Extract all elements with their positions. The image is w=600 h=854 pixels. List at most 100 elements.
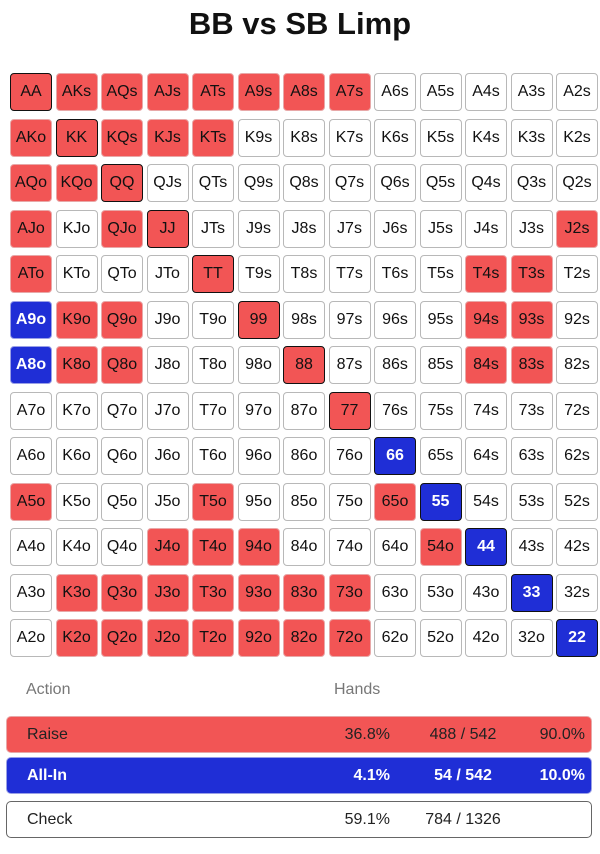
- hand-cell[interactable]: T5s: [419, 255, 462, 293]
- hand-cell[interactable]: Q9s: [237, 164, 280, 202]
- hand-cell[interactable]: Q4o: [101, 528, 143, 566]
- hand-cell[interactable]: 42s: [556, 528, 598, 566]
- hand-cell[interactable]: 84s: [465, 346, 507, 384]
- hand-cell[interactable]: K9s: [237, 118, 280, 157]
- hand-cell[interactable]: QTo: [101, 255, 143, 293]
- hand-cell[interactable]: A5s: [419, 73, 462, 111]
- hand-cell[interactable]: Q7s: [328, 164, 371, 202]
- hand-cell[interactable]: 97s: [328, 300, 371, 339]
- hand-cell[interactable]: K4o: [55, 528, 98, 566]
- hand-cell[interactable]: KJs: [146, 118, 189, 157]
- hand-cell[interactable]: AA: [10, 73, 52, 111]
- hand-cell[interactable]: 85o: [283, 482, 325, 521]
- hand-cell[interactable]: QJo: [101, 209, 143, 248]
- hand-cell[interactable]: Q8s: [283, 164, 325, 202]
- hand-cell[interactable]: A5o: [10, 482, 52, 521]
- hand-cell[interactable]: T8s: [283, 255, 325, 293]
- hand-cell[interactable]: J4s: [465, 209, 507, 248]
- hand-cell[interactable]: 64o: [374, 528, 416, 566]
- hand-cell[interactable]: K8o: [55, 346, 98, 384]
- hand-cell[interactable]: K7o: [55, 391, 98, 430]
- action-row-raise[interactable]: Raise 36.8% 488 / 542 90.0%: [6, 716, 592, 753]
- hand-cell[interactable]: Q2s: [556, 164, 598, 202]
- hand-cell[interactable]: K5o: [55, 482, 98, 521]
- hand-cell[interactable]: Q7o: [101, 391, 143, 430]
- hand-cell[interactable]: A8o: [10, 346, 52, 384]
- hand-cell[interactable]: 62s: [556, 437, 598, 475]
- hand-cell[interactable]: T7o: [192, 391, 234, 430]
- hand-cell[interactable]: 52o: [419, 619, 462, 657]
- hand-cell[interactable]: J4o: [146, 528, 189, 566]
- hand-cell[interactable]: AKs: [55, 73, 98, 111]
- hand-cell[interactable]: A4o: [10, 528, 52, 566]
- hand-cell[interactable]: TT: [192, 255, 234, 293]
- hand-cell[interactable]: 66: [374, 437, 416, 475]
- hand-cell[interactable]: Q8o: [101, 346, 143, 384]
- hand-cell[interactable]: JTo: [146, 255, 189, 293]
- hand-cell[interactable]: A6s: [374, 73, 416, 111]
- hand-cell[interactable]: T3o: [192, 573, 234, 612]
- hand-cell[interactable]: 95s: [419, 300, 462, 339]
- hand-cell[interactable]: 43s: [510, 528, 553, 566]
- hand-cell[interactable]: T9s: [237, 255, 280, 293]
- hand-cell[interactable]: T7s: [328, 255, 371, 293]
- hand-cell[interactable]: 32o: [510, 619, 553, 657]
- hand-cell[interactable]: J5s: [419, 209, 462, 248]
- hand-cell[interactable]: K3o: [55, 573, 98, 612]
- hand-cell[interactable]: J5o: [146, 482, 189, 521]
- hand-cell[interactable]: J7o: [146, 391, 189, 430]
- hand-cell[interactable]: Q6s: [374, 164, 416, 202]
- hand-cell[interactable]: 76s: [374, 391, 416, 430]
- hand-cell[interactable]: AQo: [10, 164, 52, 202]
- hand-cell[interactable]: KQs: [101, 118, 143, 157]
- hand-cell[interactable]: Q5s: [419, 164, 462, 202]
- hand-cell[interactable]: T6o: [192, 437, 234, 475]
- hand-cell[interactable]: 53s: [510, 482, 553, 521]
- hand-cell[interactable]: A7o: [10, 391, 52, 430]
- hand-cell[interactable]: T4o: [192, 528, 234, 566]
- hand-cell[interactable]: A6o: [10, 437, 52, 475]
- hand-cell[interactable]: J8o: [146, 346, 189, 384]
- hand-cell[interactable]: AJs: [146, 73, 189, 111]
- hand-cell[interactable]: K5s: [419, 118, 462, 157]
- hand-cell[interactable]: KJo: [55, 209, 98, 248]
- hand-cell[interactable]: J9s: [237, 209, 280, 248]
- hand-cell[interactable]: K7s: [328, 118, 371, 157]
- hand-cell[interactable]: K6s: [374, 118, 416, 157]
- hand-cell[interactable]: T3s: [510, 255, 553, 293]
- hand-cell[interactable]: K9o: [55, 300, 98, 339]
- action-row-allin[interactable]: All-In 4.1% 54 / 542 10.0%: [6, 757, 592, 794]
- hand-cell[interactable]: K3s: [510, 118, 553, 157]
- hand-cell[interactable]: 74o: [328, 528, 371, 566]
- hand-cell[interactable]: ATo: [10, 255, 52, 293]
- hand-cell[interactable]: 85s: [419, 346, 462, 384]
- hand-cell[interactable]: 54o: [419, 528, 462, 566]
- hand-cell[interactable]: 33: [510, 573, 553, 612]
- hand-cell[interactable]: T9o: [192, 300, 234, 339]
- hand-cell[interactable]: J6s: [374, 209, 416, 248]
- hand-cell[interactable]: 73o: [328, 573, 371, 612]
- hand-cell[interactable]: JTs: [192, 209, 234, 248]
- hand-cell[interactable]: T2s: [556, 255, 598, 293]
- hand-cell[interactable]: J3o: [146, 573, 189, 612]
- hand-cell[interactable]: 42o: [465, 619, 507, 657]
- hand-cell[interactable]: 82o: [283, 619, 325, 657]
- hand-cell[interactable]: 72o: [328, 619, 371, 657]
- hand-cell[interactable]: K6o: [55, 437, 98, 475]
- hand-cell[interactable]: K2s: [556, 118, 598, 157]
- hand-cell[interactable]: 32s: [556, 573, 598, 612]
- hand-cell[interactable]: 95o: [237, 482, 280, 521]
- hand-cell[interactable]: 76o: [328, 437, 371, 475]
- hand-cell[interactable]: J7s: [328, 209, 371, 248]
- hand-cell[interactable]: ATs: [192, 73, 234, 111]
- hand-cell[interactable]: AKo: [10, 118, 52, 157]
- hand-cell[interactable]: 72s: [556, 391, 598, 430]
- hand-cell[interactable]: A9o: [10, 300, 52, 339]
- hand-cell[interactable]: A2o: [10, 619, 52, 657]
- hand-cell[interactable]: 75o: [328, 482, 371, 521]
- hand-cell[interactable]: 54s: [465, 482, 507, 521]
- hand-cell[interactable]: 53o: [419, 573, 462, 612]
- hand-cell[interactable]: AJo: [10, 209, 52, 248]
- hand-cell[interactable]: 74s: [465, 391, 507, 430]
- hand-cell[interactable]: KQo: [55, 164, 98, 202]
